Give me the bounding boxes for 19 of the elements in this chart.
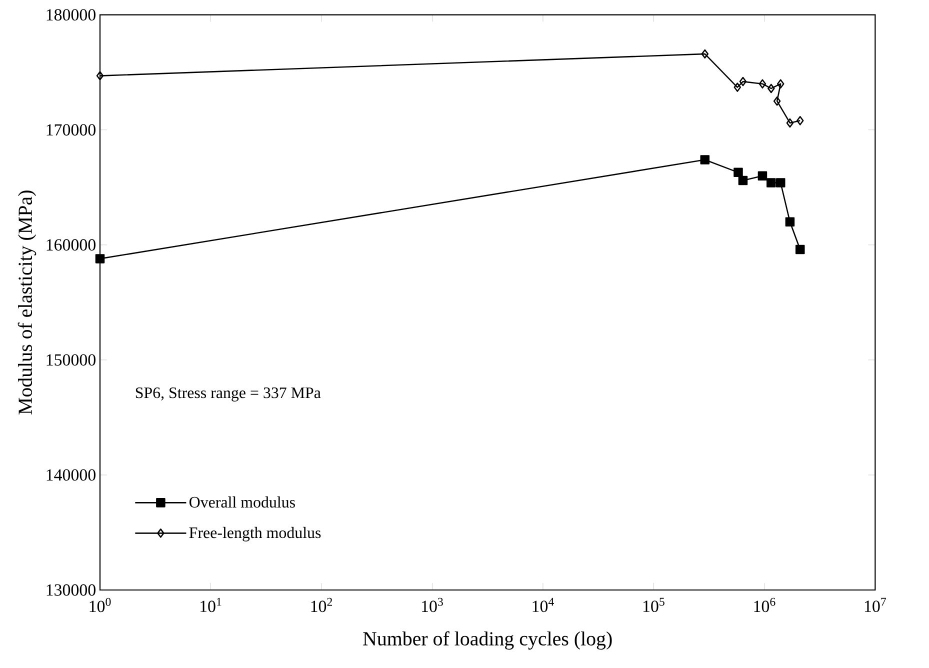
y-tick-label: 170000 xyxy=(46,124,96,136)
annotation: SP6, Stress range = 337 MPa xyxy=(136,387,321,402)
x-axis-title: Number of loading cycles (log) xyxy=(363,631,612,650)
x-tick-label: 10$^{4}$ xyxy=(532,598,554,612)
x-tick-label: 10$^{6}$ xyxy=(754,598,776,612)
x-tick-label: 10$^{3}$ xyxy=(422,598,443,612)
x-tick-label: 10$^{1}$ xyxy=(200,598,222,612)
x-tick-label: 10$^{7}$ xyxy=(864,598,886,612)
y-tick-label: 160000 xyxy=(46,239,96,251)
y-axis-title: Modulus of elasticity (MPa) xyxy=(18,190,36,414)
legend-label: Free-length modulus xyxy=(189,526,321,542)
x-tick-label: 10$^{2}$ xyxy=(311,598,332,612)
x-tick-label: 10$^{0}$ xyxy=(90,598,111,612)
y-tick-label: 150000 xyxy=(46,354,96,366)
x-tick-label: 10$^{5}$ xyxy=(643,598,664,612)
legend-label: Overall modulus xyxy=(190,496,295,508)
y-tick-label: 140000 xyxy=(46,469,96,481)
y-tick-label: 130000 xyxy=(46,584,96,596)
y-tick-label: 180000 xyxy=(46,9,96,21)
